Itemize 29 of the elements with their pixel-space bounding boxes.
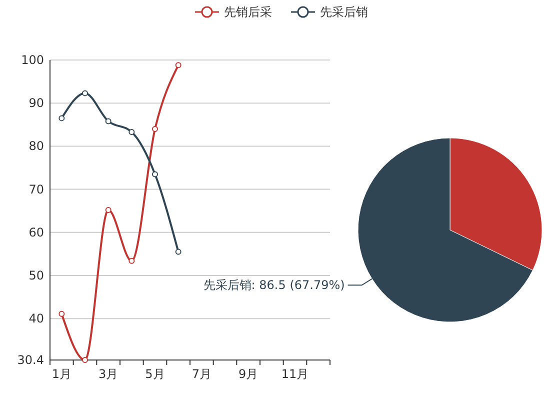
y-tick-label: 100 [21, 53, 44, 67]
point [175, 62, 182, 68]
y-tick-label: 40 [28, 312, 44, 326]
point [82, 90, 88, 96]
y-tick-label: 30.4 [17, 353, 44, 367]
x-tick-label: 5月 [145, 367, 165, 381]
point [175, 248, 182, 255]
x-tick-label: 11月 [281, 367, 309, 381]
point [128, 128, 135, 135]
point [82, 357, 88, 363]
y-tick-label: 80 [28, 139, 44, 154]
point [58, 310, 65, 317]
x-tick-label: 9月 [238, 367, 258, 381]
x-tick-label: 3月 [98, 367, 118, 381]
y-tick-label: 50 [28, 268, 44, 283]
point [152, 171, 158, 178]
x-tick-label: 1月 [52, 367, 72, 381]
y-tick-label: 90 [28, 96, 44, 110]
data-label: 先采后销: 86.5 (67.79%) [203, 278, 345, 292]
x-tick-label: 7月 [192, 367, 212, 381]
point [105, 207, 112, 213]
legend-label: 先销后采 [224, 5, 272, 19]
y-tick-label: 70 [28, 182, 44, 196]
point [58, 115, 65, 122]
legend-label: 先采后销 [320, 5, 368, 19]
point [152, 126, 158, 132]
point [128, 258, 135, 264]
y-tick-label: 60 [28, 225, 44, 240]
point [105, 118, 112, 124]
